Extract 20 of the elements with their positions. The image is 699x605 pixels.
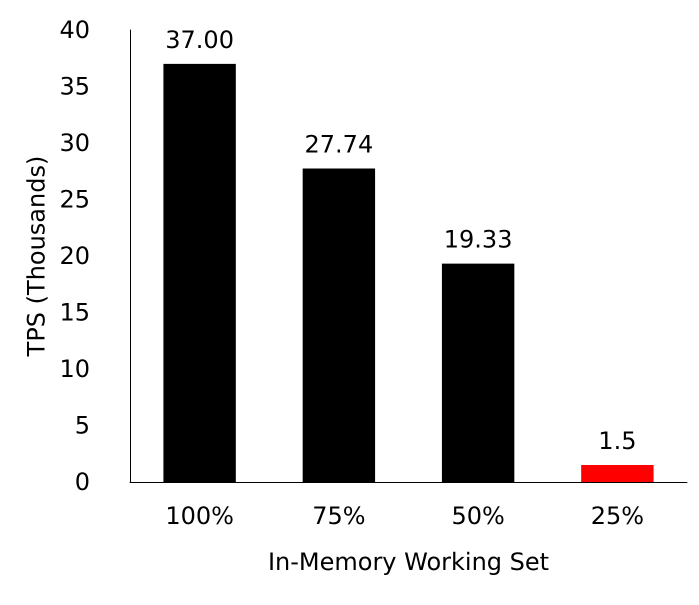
y-axis-title: TPS (Thousands) <box>22 156 51 358</box>
data-label: 37.00 <box>165 26 234 54</box>
y-tick-label: 35 <box>59 72 90 100</box>
x-tick-label: 50% <box>451 502 505 530</box>
y-tick-label: 5 <box>74 412 90 440</box>
y-tick-label: 25 <box>59 186 90 214</box>
y-tick-label: 30 <box>59 129 90 157</box>
data-label: 27.74 <box>304 130 374 159</box>
x-tick-label: 100% <box>165 502 234 530</box>
x-tick-label: 75% <box>312 502 366 530</box>
y-tick-label: 0 <box>74 468 90 496</box>
y-tick-label: 15 <box>59 298 90 326</box>
y-tick-label: 10 <box>59 355 90 383</box>
y-tick-label: 40 <box>59 16 90 44</box>
x-axis-title: In-Memory Working Set <box>268 548 550 576</box>
data-label: 1.5 <box>598 427 636 456</box>
y-tick-label: 20 <box>59 242 90 270</box>
bar <box>581 465 654 482</box>
data-label: 19.33 <box>444 226 512 254</box>
x-tick-label: 25% <box>590 502 644 530</box>
